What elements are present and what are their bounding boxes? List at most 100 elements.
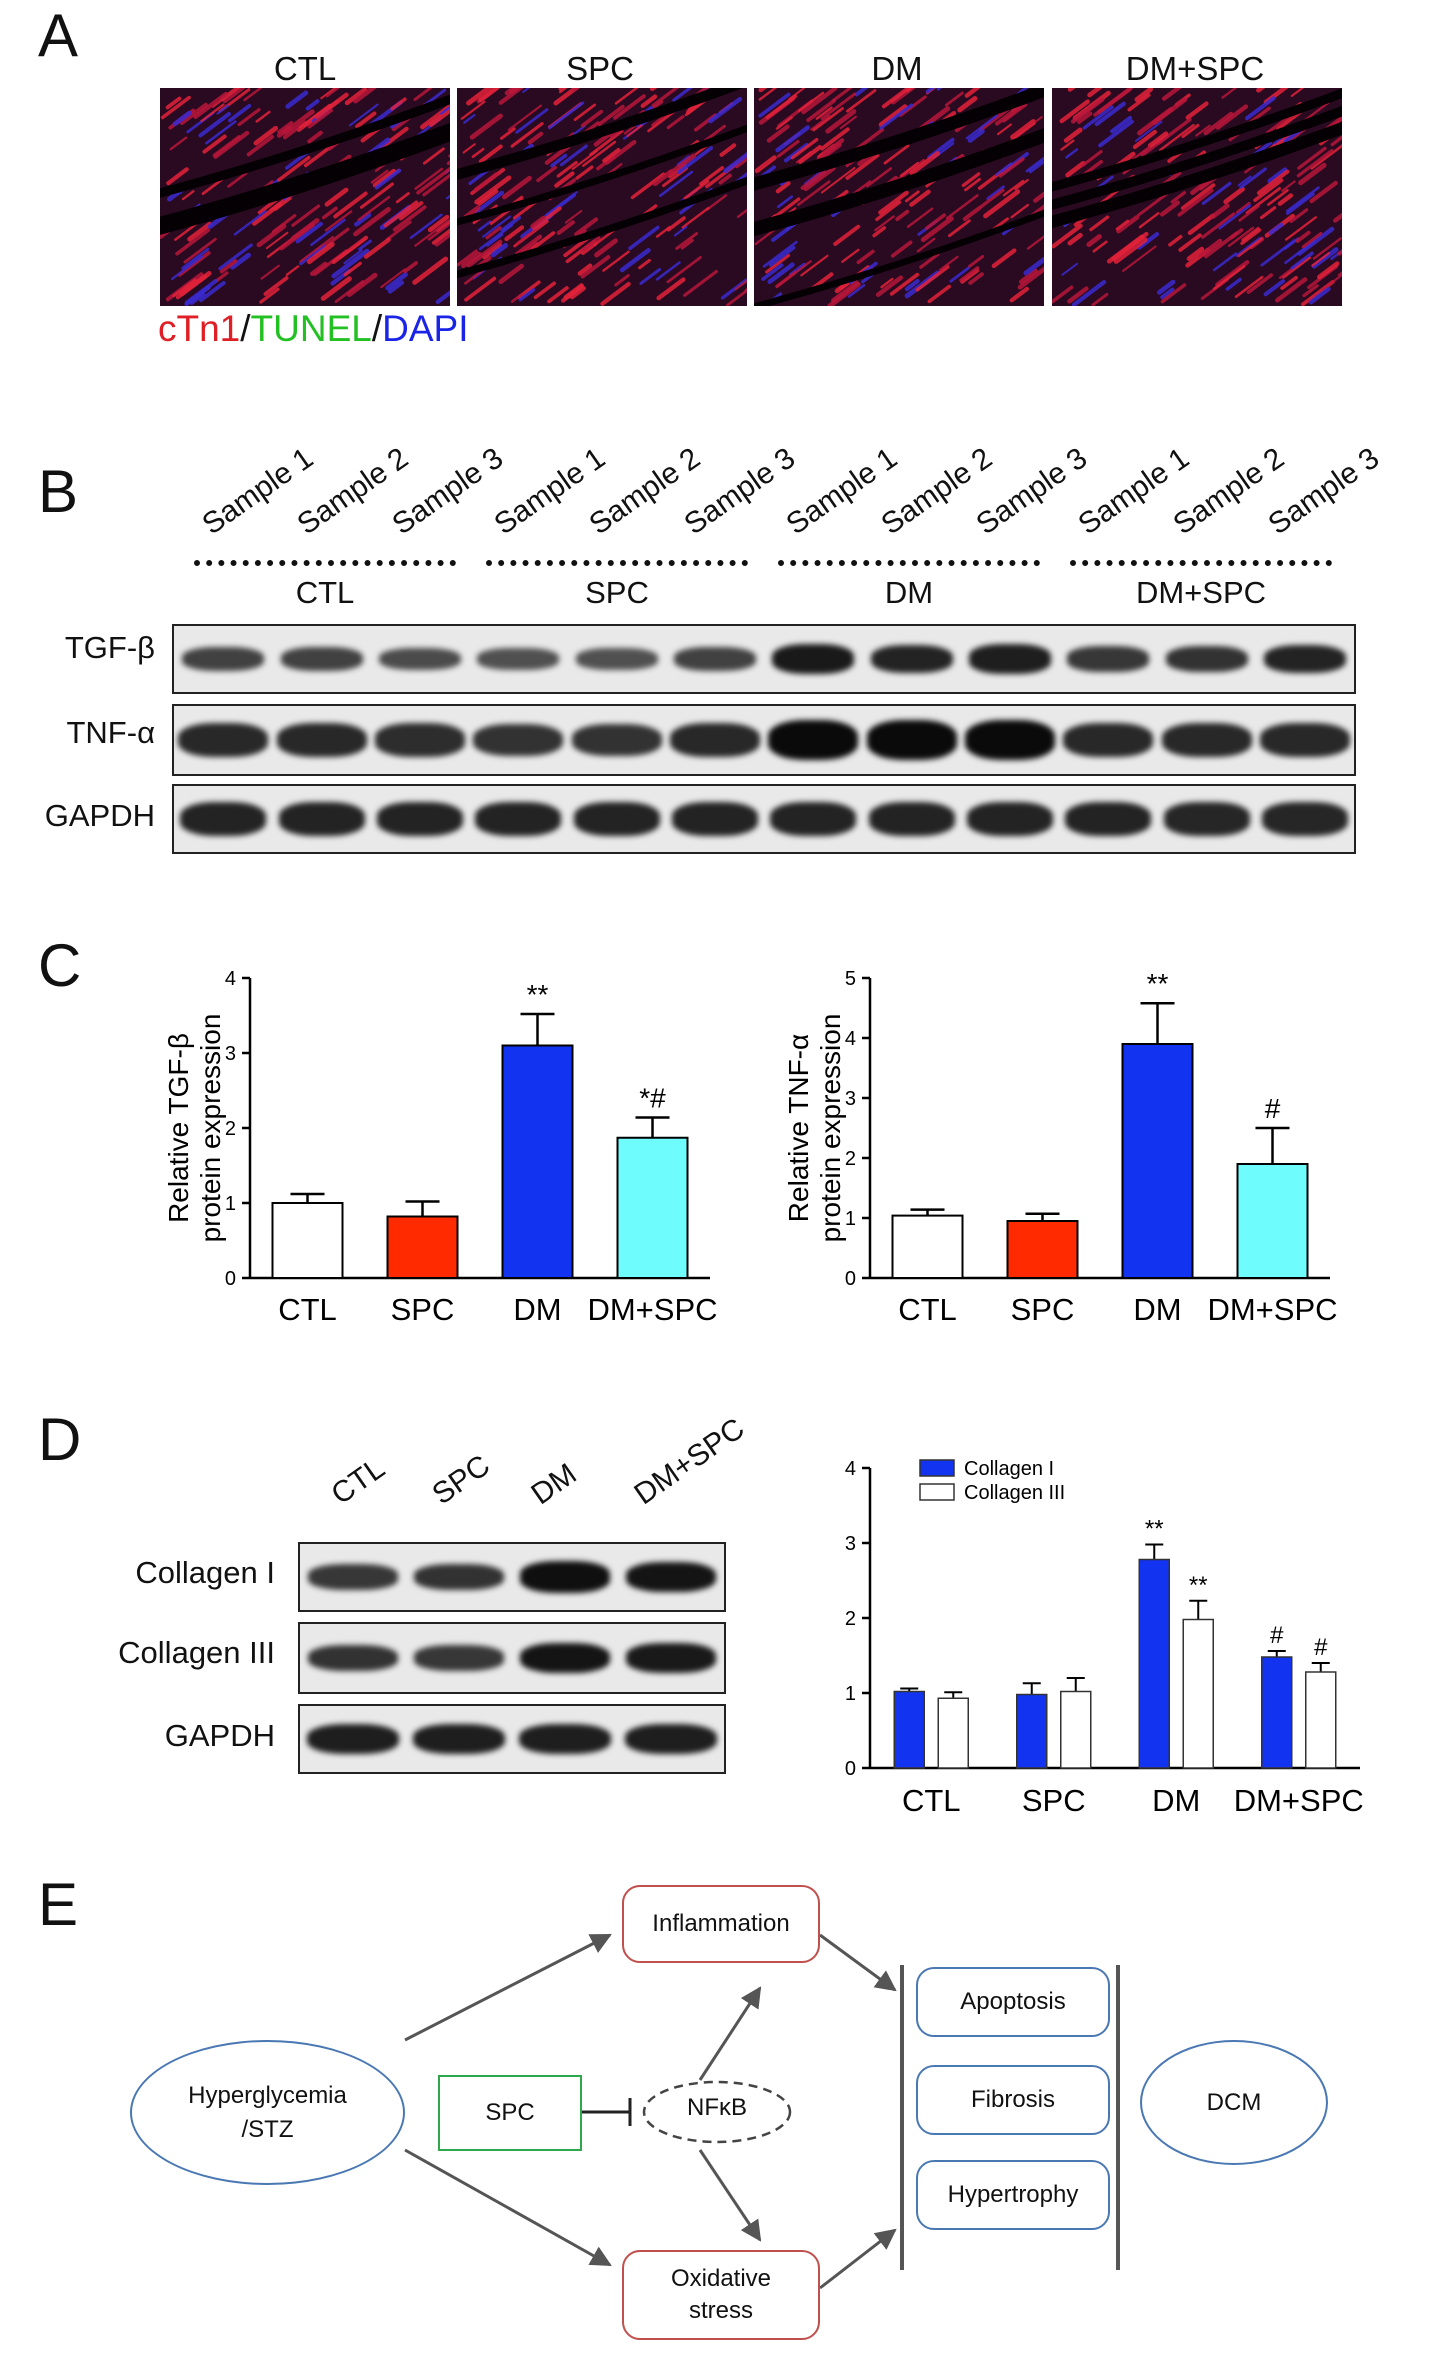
panel-label-c: C [38, 932, 82, 999]
y-axis-label: Relative TGF-β [163, 1033, 194, 1223]
blot-band [1161, 722, 1252, 758]
arrow-hyper-oxidative [404, 2148, 612, 2267]
significance-mark: *# [639, 1083, 666, 1114]
oxidative-line1: Oxidative [670, 2264, 772, 2292]
blot-band [374, 723, 465, 757]
stain-dapi: DAPI [382, 308, 469, 349]
blot-band [308, 1644, 398, 1672]
group-divider-spc [486, 560, 748, 566]
blot-band [571, 723, 662, 757]
bar-errorbar [1025, 1212, 1060, 1221]
blot-band [378, 647, 461, 671]
bar-errorbar [910, 1208, 945, 1216]
blot-lane-label-dm: DM [525, 1457, 583, 1512]
blot-band [770, 802, 857, 836]
arrow-nfkb-oxidative [698, 2149, 762, 2242]
panel-label-e: E [38, 1871, 79, 1938]
blot-lane-label-dmspc: DM+SPC [628, 1411, 751, 1512]
micro-title-ctl: CTL [273, 50, 337, 87]
blot-row-label-gapdh: GAPDH [44, 798, 155, 833]
y-tick-label: 0 [225, 1268, 236, 1290]
blot-band [180, 802, 267, 836]
bar-errorbar [635, 1116, 670, 1138]
bar [1121, 1043, 1194, 1279]
spc-node: SPC [438, 2075, 582, 2151]
blot-band [308, 1564, 398, 1590]
stain-legend: cTn1/TUNEL/DAPI [158, 308, 469, 350]
significance-mark: ** [1145, 1516, 1164, 1543]
blot-strip-collagen3 [298, 1622, 726, 1694]
blot-band [1259, 722, 1350, 758]
blot-band [520, 1642, 610, 1674]
blot-band [520, 1561, 610, 1593]
y-tick-label: 1 [845, 1683, 856, 1705]
category-label: SPC [1011, 1292, 1075, 1327]
inflammation-node: Inflammation [622, 1885, 820, 1963]
micrograph-dm [754, 88, 1044, 306]
hyper-line1: Hyperglycemia [188, 2081, 347, 2109]
bar [1016, 1693, 1048, 1769]
apoptosis-text: Apoptosis [960, 1987, 1066, 2015]
group-divider-ctl [194, 560, 456, 566]
micro-title-dm: DM [871, 50, 923, 87]
stain-ctn1: cTn1 [158, 308, 241, 349]
panel-label-b: B [38, 458, 79, 525]
significance-mark: ** [1189, 1572, 1208, 1599]
bar-errorbar [290, 1192, 325, 1203]
bar [1261, 1656, 1293, 1769]
bar [891, 1214, 964, 1280]
significance-mark: ** [1147, 968, 1169, 999]
y-tick-label: 2 [845, 1608, 856, 1630]
y-tick-label: 4 [845, 1458, 856, 1480]
blot-band [1261, 802, 1348, 836]
blot-band [866, 720, 957, 760]
blot-band [671, 802, 758, 836]
blot-band [376, 802, 463, 836]
group-label-dm: DM [884, 575, 934, 610]
dcm-node: DCM [1140, 2040, 1328, 2165]
blot-band [414, 1563, 504, 1591]
blot-band [413, 1723, 505, 1755]
stain-tunel: TUNEL [250, 308, 372, 349]
y-tick-label: 0 [845, 1758, 856, 1780]
blot-row-label-gapdh-d: GAPDH [164, 1718, 275, 1753]
blot-band [673, 646, 756, 672]
bar-errorbar [405, 1200, 440, 1217]
blot-band [573, 802, 660, 836]
arrow-hyper-inflammation [404, 1933, 612, 2042]
oxidative-line2: stress [688, 2297, 753, 2324]
category-label: SPC [391, 1292, 455, 1327]
group-label-ctl: CTL [295, 575, 355, 610]
blot-strip-gapdh-d [298, 1704, 726, 1774]
apoptosis-node: Apoptosis [916, 1967, 1110, 2037]
legend-label: Collagen III [964, 1482, 1065, 1504]
chart-collagen: 0 1 2 3 4 CTL SPC ** ** DM # # DM+SPC Collagen IColla… [845, 1458, 1364, 1818]
hyper-line2: /STZ [241, 2115, 294, 2143]
nfkb-outline [642, 2080, 792, 2144]
blot-strip-gapdh [172, 784, 1356, 854]
bar [386, 1215, 459, 1279]
bar-errorbar [1140, 1001, 1175, 1044]
micro-title-dmspc: DM+SPC [1125, 50, 1265, 87]
bar-errorbar [520, 1012, 555, 1046]
spc-text: SPC [485, 2098, 535, 2126]
bar-errorbar [1145, 1543, 1164, 1560]
arrow-nfkb-inflammation [698, 1986, 762, 2081]
y-tick-label: 5 [845, 968, 856, 990]
fibrosis-text: Fibrosis [970, 2085, 1055, 2113]
y-tick-label: 2 [225, 1118, 236, 1140]
micrograph-ctl [160, 88, 450, 306]
y-tick-label: 3 [845, 1533, 856, 1555]
chart-tnf: 0 1 2 3 4 5 Relative TNF-α protein expression CT… [783, 968, 1338, 1327]
legend-swatch [919, 1459, 955, 1477]
y-tick-label: 3 [225, 1043, 236, 1065]
blot-band [477, 648, 560, 670]
blot-band [278, 802, 365, 836]
y-axis-label: protein expression [815, 1014, 846, 1243]
oxidative-stress-node: Oxidative stress [622, 2250, 820, 2340]
significance-mark: # [1265, 1093, 1281, 1124]
micrograph-dmspc [1052, 88, 1342, 306]
blot-row-label-tnf: TNF-α [66, 715, 155, 750]
blot-band [772, 644, 855, 674]
bar [616, 1136, 689, 1279]
